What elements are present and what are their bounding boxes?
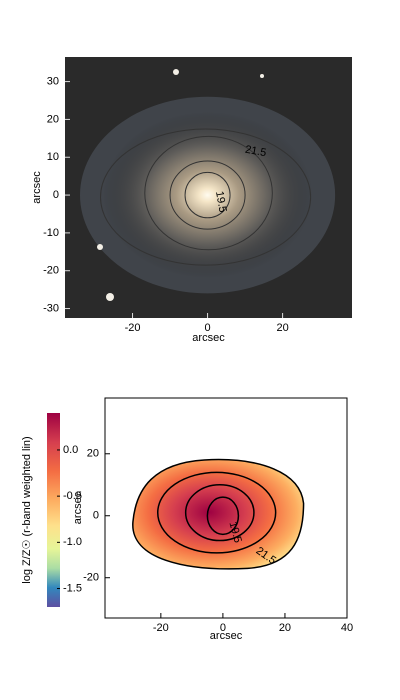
galaxy-panel: 21.5 19.5 -20 0 20 -30 -20 -10 0 10 20 30 arcsec arcs…: [31, 57, 352, 344]
colorbar: [47, 413, 60, 607]
y-tick-label: 0: [93, 510, 99, 522]
colorbar-tick-label: 0.0: [63, 444, 78, 456]
x-tick-label: 20: [279, 622, 291, 634]
y-tick-label: -20: [43, 265, 59, 277]
y-tick-label: 20: [47, 113, 59, 125]
colorbar-label: log Z/Z☉ (r-band weighted lin): [21, 436, 33, 583]
metallicity-panel: 21.519.5-20 0 20 40-20020arcsecarcsec0.0-0.…: [21, 397, 353, 642]
x-tick-label: -20: [153, 622, 169, 634]
y-axis-label: arcsec: [72, 491, 84, 524]
colorbar-tick-label: -0.5: [63, 490, 82, 502]
colorbar-tick-label: -1.0: [63, 536, 82, 548]
y-tick-label: 10: [47, 151, 59, 163]
x-tick-label: 20: [276, 322, 288, 334]
contour-label: 19.5: [213, 190, 229, 213]
y-tick-label: 20: [87, 448, 99, 460]
x-axis-label: arcsec: [210, 630, 243, 642]
star: [173, 69, 179, 75]
y-tick-label: 0: [53, 189, 59, 201]
star: [260, 74, 264, 78]
colorbar-tick-label: -1.5: [63, 582, 82, 594]
contour: [184, 484, 255, 542]
contour: [206, 496, 240, 536]
contour: [184, 171, 231, 219]
y-axis-label: arcsec: [31, 171, 43, 204]
contour-label: 21.5: [244, 144, 267, 160]
galaxy-light: [102, 111, 313, 279]
x-tick-label: 0: [204, 322, 210, 334]
y-tick-label: -20: [83, 572, 99, 584]
star: [97, 244, 103, 250]
star: [106, 293, 114, 301]
contour: [169, 160, 246, 230]
x-tick-label: 40: [341, 622, 353, 634]
contour: [144, 135, 273, 251]
x-tick-label: -20: [125, 322, 141, 334]
contour-label: 19.5: [227, 520, 244, 544]
y-tick-label: -30: [43, 302, 59, 314]
y-tick-label: -10: [43, 227, 59, 239]
x-tick-label: 0: [220, 622, 226, 634]
contour: [156, 471, 277, 554]
contour: [100, 128, 312, 266]
y-tick-label: 30: [47, 75, 59, 87]
x-axis-label: arcsec: [192, 332, 225, 344]
